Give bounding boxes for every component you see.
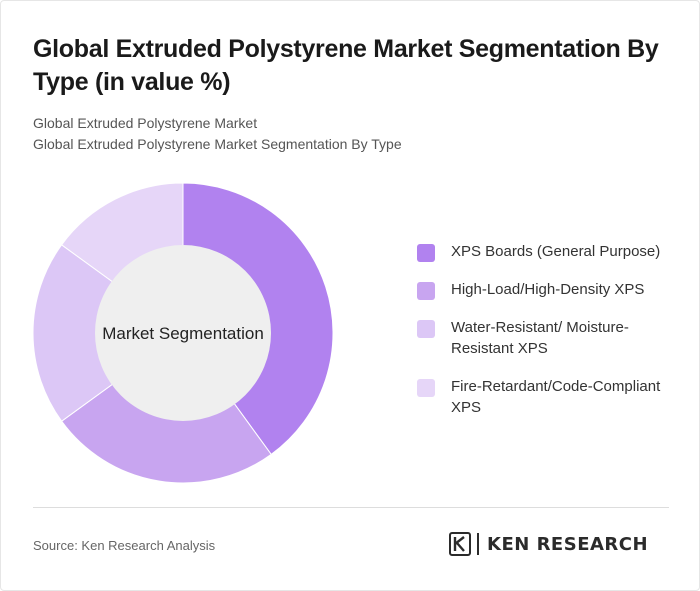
chart-subtitle-segmentation: Global Extruded Polystyrene Market Segme… xyxy=(33,136,402,152)
legend-item: XPS Boards (General Purpose) xyxy=(417,241,677,262)
legend-item: High-Load/High-Density XPS xyxy=(417,279,677,300)
legend-swatch xyxy=(417,379,435,397)
legend-swatch xyxy=(417,244,435,262)
chart-title: Global Extruded Polystyrene Market Segme… xyxy=(33,35,659,96)
legend-swatch xyxy=(417,320,435,338)
ken-research-logo: KEN RESEARCH xyxy=(449,532,648,556)
footer-divider xyxy=(33,507,669,508)
legend-label: High-Load/High-Density XPS xyxy=(451,281,645,298)
chart-legend: XPS Boards (General Purpose) High-Load/H… xyxy=(417,241,677,435)
legend-item: Fire-Retardant/Code-Compliant XPS xyxy=(417,376,677,418)
logo-mark-icon xyxy=(449,532,471,556)
legend-label: XPS Boards (General Purpose) xyxy=(451,243,661,260)
legend-label: Water-Resistant/ Moisture-Resistant XPS xyxy=(451,319,629,357)
legend-label: Fire-Retardant/Code-Compliant XPS xyxy=(451,378,661,416)
source-note: Source: Ken Research Analysis xyxy=(33,538,216,553)
logo-text: KEN RESEARCH xyxy=(487,533,649,555)
legend-swatch xyxy=(417,282,435,300)
legend-item: Water-Resistant/ Moisture-Resistant XPS xyxy=(417,317,677,359)
chart-subtitle-market: Global Extruded Polystyrene Market xyxy=(33,115,258,131)
donut-center-label: Market Segmentation xyxy=(102,324,264,343)
donut-center xyxy=(95,245,271,421)
logo-separator xyxy=(477,533,479,555)
donut-chart: Market Segmentation xyxy=(32,182,334,484)
